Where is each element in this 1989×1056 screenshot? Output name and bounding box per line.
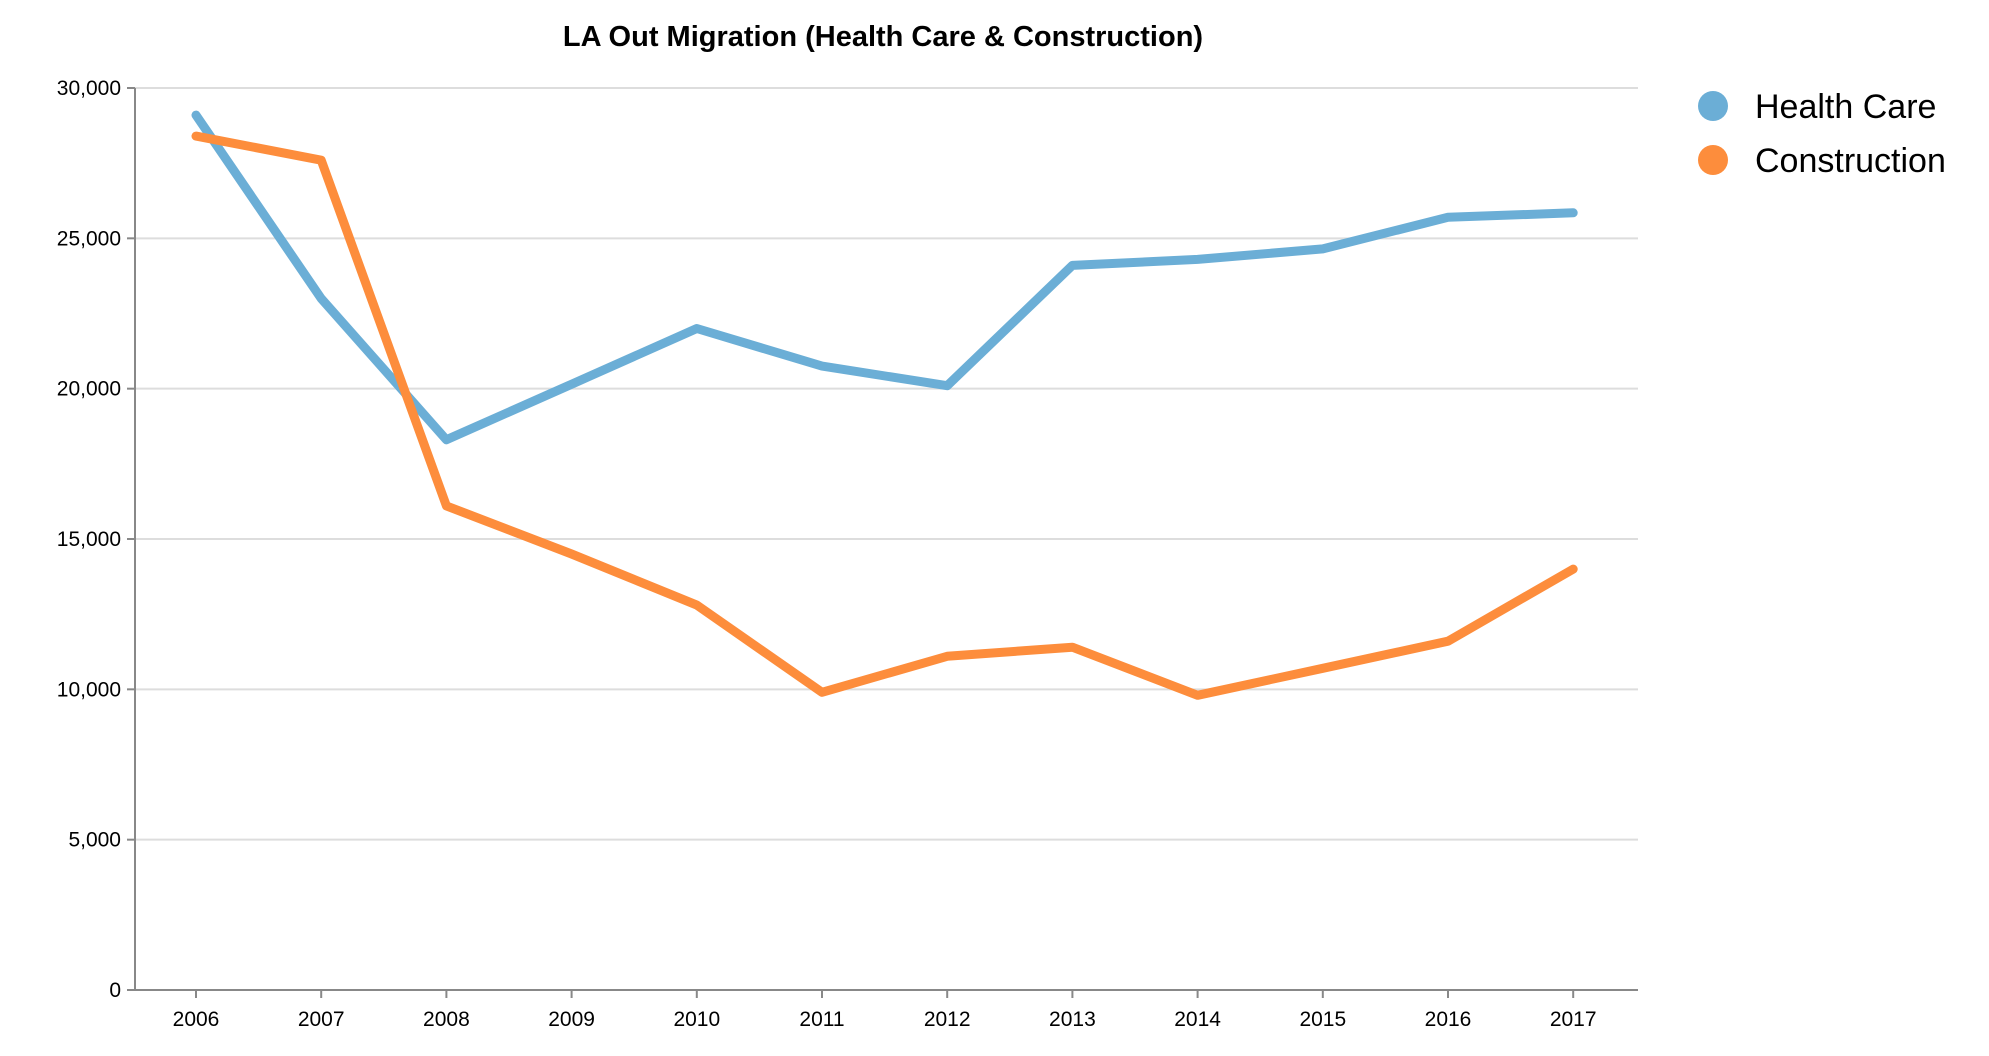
x-tick-label: 2008 (423, 1008, 470, 1031)
y-tick-label: 30,000 (57, 77, 121, 100)
x-tick-label: 2007 (298, 1008, 345, 1031)
x-tick-label: 2010 (673, 1008, 720, 1031)
x-tick-label: 2016 (1425, 1008, 1472, 1031)
legend-symbol (1698, 145, 1728, 175)
legend: Health Care Construction (1698, 88, 1946, 180)
x-tick-label: 2014 (1174, 1008, 1221, 1031)
series-line-health-care (191, 110, 1578, 445)
y-tick-label: 25,000 (57, 227, 121, 250)
y-tick-label: 5,000 (68, 829, 121, 852)
y-tick-label: 10,000 (57, 678, 121, 701)
legend-symbol (1698, 91, 1728, 121)
y-tick-label: 20,000 (57, 378, 121, 401)
axes: 0 5,000 10,000 15,000 20,000 25,000 30,000 2006… (57, 77, 1638, 1031)
x-tick-label: 2012 (924, 1008, 971, 1031)
x-tick-label: 2017 (1550, 1008, 1597, 1031)
legend-label: Health Care (1755, 88, 1936, 126)
x-tick-label: 2013 (1049, 1008, 1096, 1031)
legend-label: Construction (1755, 142, 1946, 180)
x-tick-label: 2011 (799, 1008, 844, 1031)
x-tick-label: 2015 (1299, 1008, 1346, 1031)
y-tick-label: 15,000 (57, 528, 121, 551)
series-group (191, 110, 1578, 700)
y-tick-label: 0 (109, 979, 121, 1002)
x-tick-label: 2009 (548, 1008, 595, 1031)
gridlines (135, 87, 1638, 841)
chart-title: LA Out Migration (Health Care & Construc… (563, 21, 1203, 53)
x-tick-label: 2006 (173, 1008, 220, 1031)
series-line-construction (191, 131, 1578, 700)
